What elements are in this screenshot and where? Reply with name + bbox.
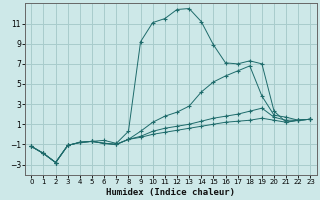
X-axis label: Humidex (Indice chaleur): Humidex (Indice chaleur) [107, 188, 236, 197]
